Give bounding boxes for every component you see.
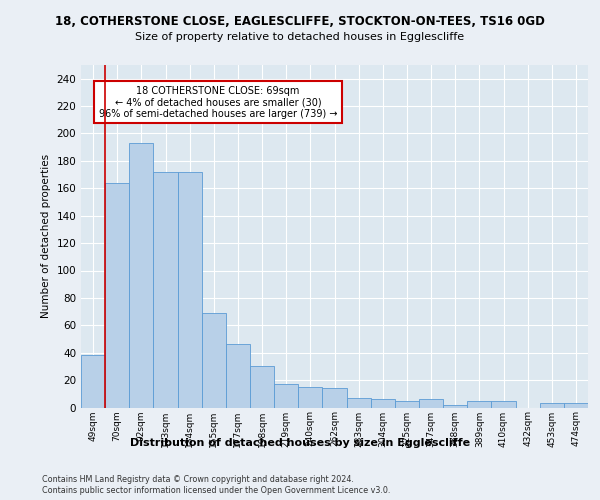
Bar [129, 143, 154, 407]
Bar [347, 398, 371, 407]
Text: Contains HM Land Registry data © Crown copyright and database right 2024.: Contains HM Land Registry data © Crown c… [42, 475, 354, 484]
Text: 18 COTHERSTONE CLOSE: 69sqm
← 4% of detached houses are smaller (30)
96% of semi: 18 COTHERSTONE CLOSE: 69sqm ← 4% of deta… [98, 86, 337, 118]
Bar [105, 183, 129, 408]
Bar [395, 400, 419, 407]
Bar [154, 172, 178, 408]
Text: Size of property relative to detached houses in Egglescliffe: Size of property relative to detached ho… [136, 32, 464, 42]
Bar [540, 404, 564, 407]
Text: Distribution of detached houses by size in Egglescliffe: Distribution of detached houses by size … [130, 438, 470, 448]
Bar [322, 388, 347, 407]
Y-axis label: Number of detached properties: Number of detached properties [41, 154, 51, 318]
Bar [491, 400, 515, 407]
Bar [226, 344, 250, 408]
Bar [274, 384, 298, 407]
Bar [81, 356, 105, 408]
Bar [443, 405, 467, 407]
Text: Contains public sector information licensed under the Open Government Licence v3: Contains public sector information licen… [42, 486, 391, 495]
Bar [298, 387, 322, 407]
Bar [202, 313, 226, 408]
Bar [178, 172, 202, 408]
Bar [467, 400, 491, 407]
Bar [250, 366, 274, 408]
Bar [564, 404, 588, 407]
Bar [371, 400, 395, 407]
Text: 18, COTHERSTONE CLOSE, EAGLESCLIFFE, STOCKTON-ON-TEES, TS16 0GD: 18, COTHERSTONE CLOSE, EAGLESCLIFFE, STO… [55, 15, 545, 28]
Bar [419, 400, 443, 407]
